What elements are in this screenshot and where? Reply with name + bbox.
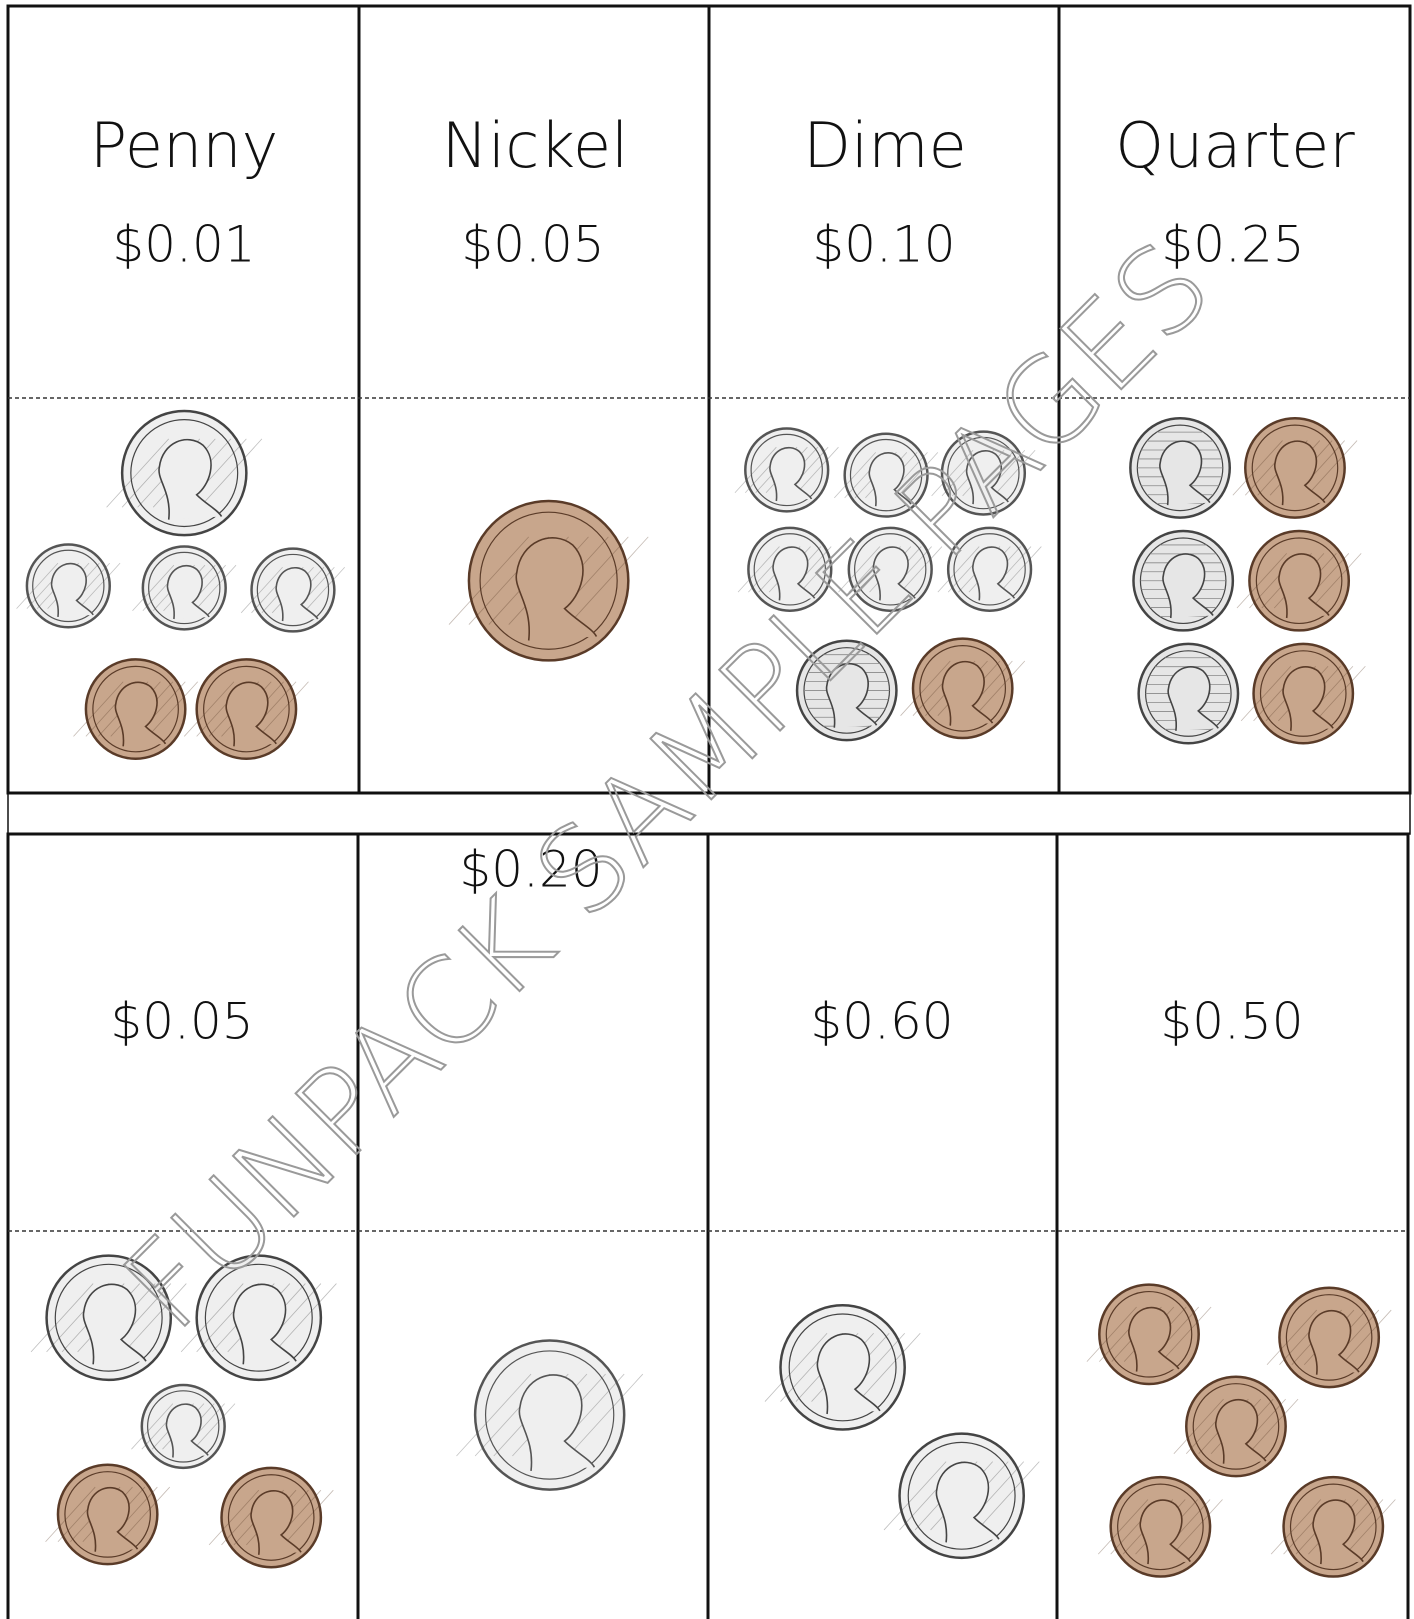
page: {"top_row":[{"name":"Penny","value":"$0.… (0, 0, 1414, 1619)
penny-coin (1271, 1477, 1395, 1576)
penny-coin (1241, 644, 1365, 743)
nickel-coin (1130, 418, 1229, 517)
dime-coin (132, 547, 236, 630)
amount: $0.05 (110, 993, 253, 1051)
penny-coin (1098, 1477, 1222, 1576)
nickel-coin (1133, 531, 1232, 630)
amount: $0.50 (1160, 993, 1303, 1051)
quarter-coin (765, 1305, 920, 1429)
penny-coin (73, 659, 197, 758)
amount: $0.60 (810, 993, 953, 1051)
coin-value: $0.10 (812, 216, 955, 274)
penny-coin (46, 1465, 170, 1564)
dime-coin (241, 549, 345, 632)
watermark: FUNPACK SAMPLE PAGES (97, 216, 1237, 1356)
dime-coin (131, 1385, 235, 1468)
worksheet: Penny Nickel Dime Quarter $0.01 $0.05 $0… (0, 0, 1414, 1619)
dime-coin (456, 1341, 642, 1490)
dime-coin (735, 429, 839, 512)
penny-coin (449, 501, 648, 660)
coin-name: Dime (803, 109, 967, 182)
penny-coin (1174, 1377, 1298, 1476)
quarter-coin (884, 1434, 1039, 1558)
coin-name: Penny (90, 109, 279, 182)
dime-coin (17, 544, 121, 627)
quarter-coin (107, 411, 262, 535)
penny-coin (1237, 531, 1361, 630)
coin-value: $0.05 (461, 216, 604, 274)
penny-coin (209, 1468, 333, 1567)
penny-coin (1267, 1288, 1391, 1387)
coin-value: $0.01 (112, 216, 255, 274)
penny-coin (184, 659, 308, 758)
penny-coin (1087, 1285, 1211, 1384)
coin-name: Nickel (442, 109, 629, 182)
penny-coin (901, 639, 1025, 738)
nickel-coin (1139, 644, 1238, 743)
coin-name: Quarter (1115, 109, 1355, 182)
penny-coin (1233, 418, 1357, 517)
